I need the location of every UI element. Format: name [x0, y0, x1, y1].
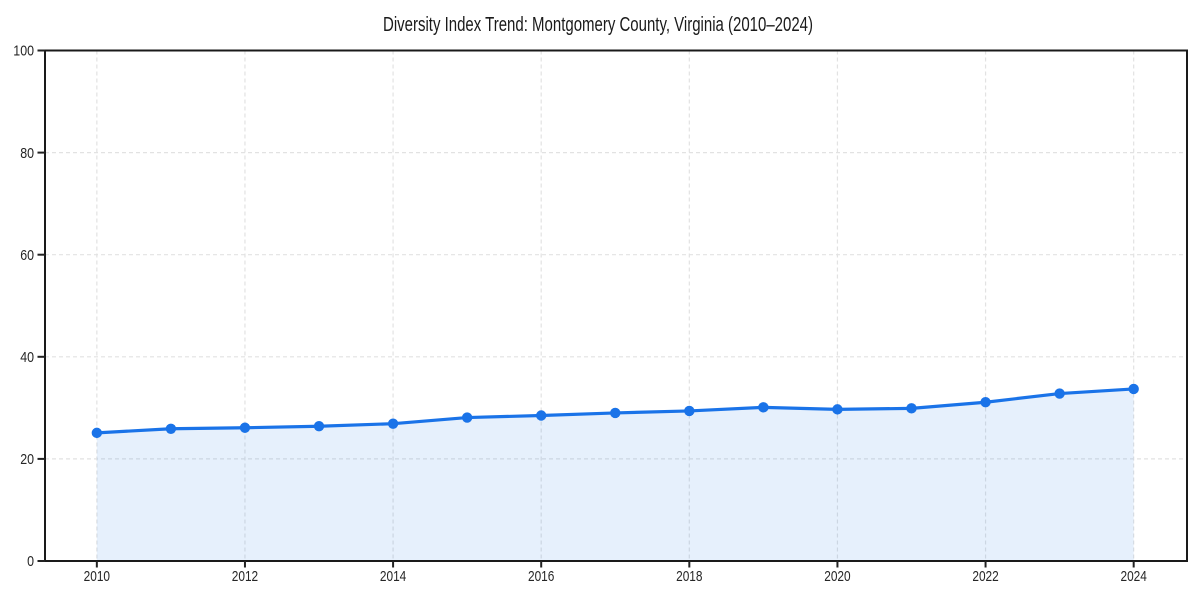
x-tick-label: 2016 — [528, 568, 554, 585]
data-point-2016 — [535, 410, 547, 421]
x-tick-label: 2018 — [676, 568, 702, 585]
area-fill — [96, 388, 1134, 561]
plot-area: 0 20 40 60 80 100 2010 2012 2014 2016 2018 2020 2022… — [13, 43, 1188, 585]
data-point-2010 — [91, 427, 103, 439]
y-tick-label: 40 — [20, 349, 34, 366]
y-tick-label: 0 — [27, 553, 34, 570]
data-point-2014 — [387, 418, 399, 429]
x-tick-label: 2012 — [232, 568, 258, 585]
y-tick-label: 100 — [13, 43, 34, 60]
x-tick-label: 2024 — [1120, 568, 1146, 585]
y-tick-label: 80 — [20, 145, 34, 162]
axes-spines — [44, 49, 1188, 562]
data-point-2021 — [906, 403, 917, 414]
chart-title: Diversity Index Trend: Montgomery County… — [383, 14, 813, 36]
x-tick-label: 2022 — [972, 568, 998, 585]
data-point-2017 — [610, 407, 621, 419]
data-point-2018 — [684, 405, 695, 417]
data-point-2011 — [165, 423, 177, 434]
x-tick-label: 2010 — [84, 568, 110, 585]
x-tick-label: 2014 — [380, 568, 406, 585]
data-point-2020 — [832, 404, 843, 415]
data-point-2024 — [1128, 383, 1139, 395]
data-point-2023 — [1054, 388, 1065, 399]
data-point-2022 — [980, 397, 991, 408]
y-tick-label: 20 — [20, 451, 34, 468]
y-tick-label: 60 — [20, 247, 34, 264]
data-point-2012 — [239, 422, 251, 433]
data-point-2013 — [313, 421, 325, 432]
data-point-2019 — [758, 402, 769, 413]
x-tick-label: 2020 — [824, 568, 850, 585]
data-point-2015 — [461, 412, 473, 423]
